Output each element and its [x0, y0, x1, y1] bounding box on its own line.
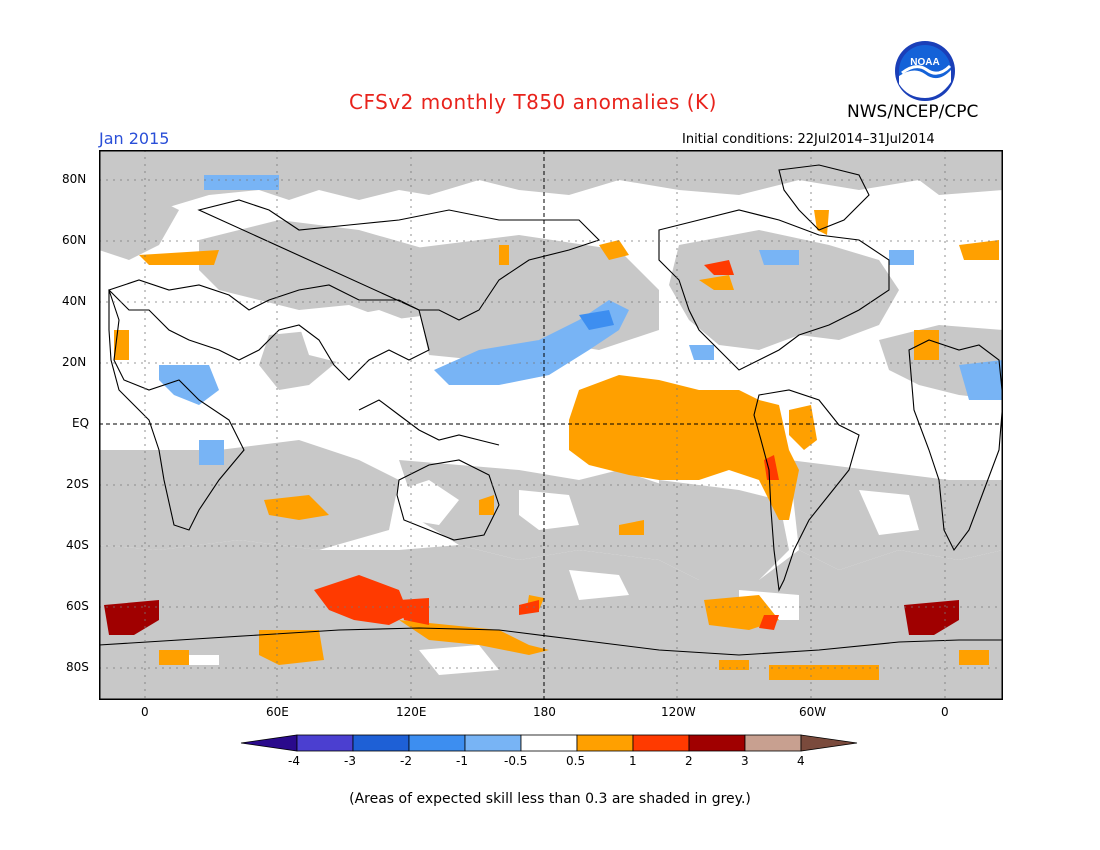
cool-anomalies-strong: [579, 310, 614, 330]
lat-label-40n: 40N: [62, 294, 87, 308]
legend-tick: -1: [456, 754, 468, 768]
lon-label-0-east: 0: [941, 705, 949, 719]
coastlines: [99, 164, 1003, 656]
legend-tick: 3: [741, 754, 749, 768]
lon-label-180: 180: [533, 705, 556, 719]
legend-tick: -2: [400, 754, 412, 768]
lat-label-80n: 80N: [62, 172, 87, 186]
lat-label-eq: EQ: [72, 416, 90, 430]
warm-anomalies-0p5-1: [114, 210, 999, 680]
color-legend: [240, 734, 858, 752]
legend-swatch: [744, 734, 802, 752]
legend-swatch: [576, 734, 634, 752]
lat-label-20s: 20S: [66, 477, 89, 491]
legend-swatch: [296, 734, 354, 752]
lat-label-80s: 80S: [66, 660, 89, 674]
unshaded-areas: [179, 310, 919, 675]
legend-swatch: [240, 734, 298, 752]
warm-anomalies-1-2: [314, 260, 779, 630]
anomaly-map: [99, 150, 1003, 700]
legend-swatch: [520, 734, 578, 752]
legend-swatch: [688, 734, 746, 752]
graticule: [99, 150, 1003, 700]
legend-tick: 4: [797, 754, 805, 768]
legend-swatch: [632, 734, 690, 752]
map-title: CFSv2 monthly T850 anomalies (K): [349, 90, 717, 114]
legend-swatch: [408, 734, 466, 752]
lon-label-0: 0: [141, 705, 149, 719]
legend-swatch: [464, 734, 522, 752]
legend-tick: 0.5: [566, 754, 586, 768]
legend-tick: -4: [288, 754, 300, 768]
lat-label-60s: 60S: [66, 599, 89, 613]
legend-swatch: [352, 734, 410, 752]
legend-tick: -0.5: [504, 754, 528, 768]
svg-text:NOAA: NOAA: [910, 57, 939, 68]
lon-label-60e: 60E: [266, 705, 289, 719]
lat-label-40s: 40S: [66, 538, 89, 552]
cool-anomalies: [159, 175, 1003, 465]
initial-conditions: Initial conditions: 22Jul2014–31Jul2014: [682, 132, 935, 147]
lon-label-120w: 120W: [661, 705, 696, 719]
forecast-month: Jan 2015: [99, 129, 170, 148]
equator-and-dateline: [99, 150, 1003, 700]
legend-tick: 2: [685, 754, 693, 768]
legend-swatch: [800, 734, 858, 752]
lat-label-60n: 60N: [62, 233, 87, 247]
skill-footnote: (Areas of expected skill less than 0.3 a…: [349, 791, 751, 807]
lon-label-60w: 60W: [799, 705, 827, 719]
lat-label-20n: 20N: [62, 355, 87, 369]
noaa-logo: NOAA: [895, 41, 955, 101]
agency-label: NWS/NCEP/CPC: [847, 102, 979, 122]
legend-tick: -3: [344, 754, 356, 768]
lon-label-120e: 120E: [396, 705, 427, 719]
legend-tick: 1: [629, 754, 637, 768]
